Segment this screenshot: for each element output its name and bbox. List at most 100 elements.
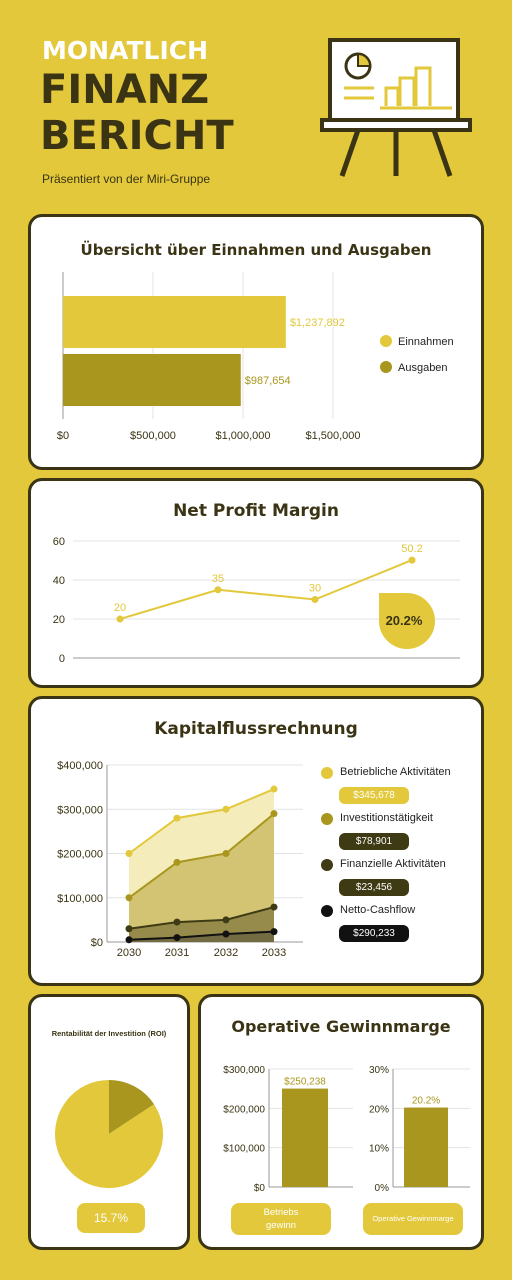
- profit-data-label: 20: [114, 602, 126, 614]
- legend-value-netcash: $290,233: [339, 925, 409, 942]
- operative-y-tick: 0%: [375, 1183, 390, 1194]
- cashflow-point: [270, 928, 278, 936]
- legend-dot-investing: [321, 813, 333, 825]
- overview-bar: [63, 354, 241, 406]
- cashflow-point: [173, 934, 181, 942]
- cashflow-series-line: [128, 930, 275, 941]
- overview-bar-label: $987,654: [245, 375, 291, 387]
- cashflow-area: [129, 813, 274, 942]
- legend-dot-financing: [321, 859, 333, 871]
- profit-line: [119, 559, 413, 620]
- overview-legend-dot: [380, 361, 392, 373]
- cashflow-point: [125, 925, 133, 933]
- overview-title: Übersicht über Einnahmen und Ausgaben: [80, 241, 432, 259]
- percentage-drop-icon: [379, 593, 435, 649]
- legend-dot-netcash: [321, 905, 333, 917]
- operative-y-tick: $300,000: [223, 1065, 265, 1076]
- legend-label-netcash: Netto-Cashflow: [340, 904, 416, 916]
- cashflow-series-line: [128, 788, 275, 855]
- report-header-line3: BERICHT: [40, 113, 234, 159]
- cashflow-point: [173, 918, 181, 926]
- cashflow-x-tick: 2031: [165, 947, 189, 959]
- operative-y-tick: $0: [254, 1183, 266, 1194]
- roi-pie-chart: [55, 1080, 164, 1188]
- roi-title: Rentabilität der Investition (ROI): [51, 1029, 167, 1038]
- cashflow-x-tick: 2033: [262, 947, 286, 959]
- profit-data-label: 30: [309, 583, 321, 595]
- report-header-line1: MONATLICH: [42, 36, 209, 65]
- overview-bar-label: $1,237,892: [290, 317, 345, 329]
- overview-legend-label: Einnahmen: [398, 336, 454, 348]
- profit-y-tick: 40: [53, 575, 65, 587]
- legend-label-investing: Investitionstätigkeit: [340, 812, 433, 824]
- operative-y-tick: $100,000: [223, 1144, 265, 1155]
- profit-y-tick: 20: [53, 614, 65, 626]
- cashflow-point: [125, 936, 133, 944]
- cashflow-point: [222, 850, 230, 857]
- overview-legend-label: Ausgaben: [398, 362, 448, 374]
- report-subtitle: Präsentiert von der Miri-Gruppe: [42, 172, 211, 186]
- operative-bar-label: $250,238: [284, 1077, 326, 1088]
- operative-y-tick: $200,000: [223, 1104, 265, 1115]
- cashflow-point: [125, 850, 133, 857]
- profit-y-tick: 60: [53, 536, 65, 548]
- cashflow-point: [270, 785, 278, 793]
- cashflow-card: Kapitalflussrechnung $0 $100,000 $200,000 $…: [28, 696, 484, 986]
- profit-card: Net Profit Margin 0 20 40 60 20 35 30 50.2 20.2…: [28, 478, 484, 688]
- cashflow-y-tick: $100,000: [57, 893, 103, 905]
- operative-bar-charts: $0 $100,000 $200,000 $300,000 $250,238 0% 10% 2…: [223, 1065, 470, 1194]
- cashflow-y-tick: $200,000: [57, 849, 103, 861]
- cashflow-point: [270, 903, 278, 911]
- cashflow-title: Kapitalflussrechnung: [154, 719, 358, 739]
- legend-value-investing: $78,901: [339, 833, 409, 850]
- legend-value-operating: $345,678: [339, 787, 409, 804]
- operative-bar: [404, 1107, 448, 1187]
- profit-point: [408, 556, 416, 564]
- cashflow-area-chart: $0 $100,000 $200,000 $300,000 $400,000 2030 20…: [57, 760, 303, 959]
- cashflow-series-line: [128, 906, 275, 930]
- legend-label-financing: Finanzielle Aktivitäten: [340, 858, 446, 870]
- cashflow-y-tick: $400,000: [57, 760, 103, 772]
- overview-bar-chart: $0 $500,000 $1,000,000 $1,500,000 $1,237,892…: [57, 272, 454, 442]
- roi-pie-slice: [55, 1080, 164, 1188]
- operative-margin-label-pill: Operative Gewinnmarge: [363, 1203, 463, 1235]
- cashflow-point: [222, 930, 230, 938]
- cashflow-x-tick: 2032: [214, 947, 238, 959]
- profit-y-tick: 0: [59, 653, 65, 665]
- cashflow-series-line: [128, 812, 275, 899]
- operative-title: Operative Gewinnmarge: [231, 1017, 451, 1036]
- profit-title: Net Profit Margin: [173, 501, 339, 521]
- cashflow-y-tick: $300,000: [57, 804, 103, 816]
- legend-dot-operating: [321, 767, 333, 779]
- operative-y-tick: 20%: [369, 1104, 389, 1115]
- operative-bar: [282, 1088, 328, 1187]
- profit-point: [214, 586, 222, 594]
- roi-pie-slice: [109, 1080, 155, 1134]
- profit-point: [116, 615, 124, 623]
- report-header-line2: FINANZ: [40, 67, 210, 113]
- operative-card: Operative Gewinnmarge $0 $100,000 $200,000…: [198, 994, 484, 1250]
- operative-bar-label: 20.2%: [412, 1096, 440, 1107]
- operating-profit-label-pill: Betriebs gewinn: [231, 1203, 331, 1235]
- profit-badge-value: 20.2%: [385, 613, 423, 628]
- overview-x-tick: $1,000,000: [215, 430, 270, 442]
- cashflow-x-tick: 2030: [117, 947, 141, 959]
- overview-bar: [63, 296, 286, 348]
- cashflow-point: [125, 894, 133, 902]
- profit-data-label: 35: [212, 573, 224, 585]
- cashflow-point: [270, 810, 278, 818]
- profit-line-chart: 0 20 40 60 20 35 30 50.2: [53, 536, 460, 665]
- overview-card: Übersicht über Einnahmen und Ausgaben $0…: [28, 214, 484, 470]
- presentation-board-icon: [320, 38, 472, 177]
- legend-value-financing: $23,456: [339, 879, 409, 896]
- legend-label-operating: Betriebliche Aktivitäten: [340, 766, 451, 778]
- cashflow-point: [173, 814, 181, 822]
- roi-card: Rentabilität der Investition (ROI) 15.7%: [28, 994, 190, 1250]
- overview-x-tick: $1,500,000: [305, 430, 360, 442]
- profit-point: [311, 596, 319, 603]
- operative-y-tick: 30%: [369, 1065, 389, 1076]
- roi-value-pill: 15.7%: [77, 1203, 145, 1233]
- cashflow-point: [222, 916, 230, 924]
- overview-legend-dot: [380, 335, 392, 347]
- cashflow-point: [173, 858, 181, 866]
